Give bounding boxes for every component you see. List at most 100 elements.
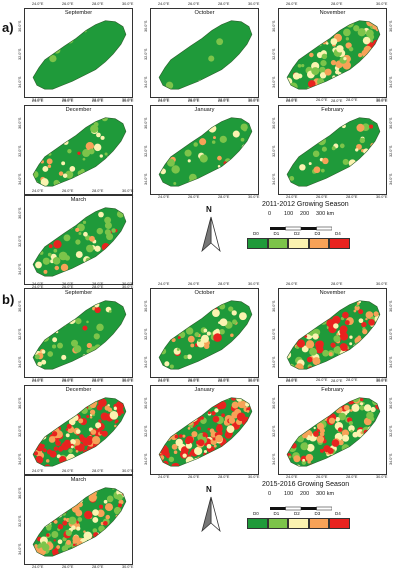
region-outline — [158, 300, 253, 370]
drought-cell — [292, 25, 298, 31]
drought-cell — [108, 310, 112, 313]
drought-cell — [160, 415, 168, 423]
map-panel-october: October — [150, 8, 259, 98]
drought-cell — [332, 179, 338, 186]
lon-tick-label: 28.0°E — [346, 475, 358, 479]
drought-cell — [374, 343, 380, 353]
drought-cell — [120, 540, 124, 545]
drought-cell — [242, 428, 246, 432]
drought-cell — [96, 323, 104, 332]
drought-cell — [324, 68, 332, 76]
drought-cell — [164, 411, 172, 419]
section-label: a) — [2, 20, 14, 35]
drought-cell — [216, 368, 221, 370]
lon-tick-label: 24.0°E — [32, 282, 44, 286]
drought-cell — [312, 333, 319, 340]
drought-cell — [328, 352, 333, 356]
drought-cell — [287, 397, 295, 405]
drought-cell — [207, 427, 211, 431]
drought-cell — [76, 443, 85, 452]
lon-tick-label: 24.0°E — [32, 469, 44, 473]
drought-cell — [240, 123, 248, 131]
drought-cell — [320, 462, 324, 466]
legend-swatch — [247, 518, 268, 529]
drought-cell — [341, 444, 350, 452]
drought-cell — [117, 425, 123, 431]
drought-cell — [81, 401, 87, 407]
lon-tick-label: 26.0°E — [188, 98, 200, 102]
drought-cell — [197, 439, 205, 447]
drought-cell — [222, 439, 226, 443]
legend-swatch — [329, 238, 350, 249]
drought-cell — [367, 452, 372, 458]
drought-cell — [48, 524, 52, 528]
drought-cell — [365, 75, 373, 83]
drought-cell — [64, 366, 69, 370]
lon-tick-label: 26.0°E — [188, 378, 200, 382]
drought-cell — [288, 455, 292, 459]
drought-cell — [291, 336, 296, 341]
map-month-title: December — [65, 387, 92, 393]
drought-cell — [355, 445, 360, 449]
drought-cell — [41, 210, 49, 218]
map-panel-february: February — [278, 385, 387, 475]
drought-cell — [221, 461, 227, 466]
drought-cell — [114, 424, 117, 428]
lon-tick-label: 28.0°E — [92, 282, 104, 286]
lat-tick-label: 34.0°S — [389, 356, 393, 368]
drought-cell — [42, 543, 50, 552]
drought-cell — [371, 157, 379, 165]
drought-cell — [364, 80, 368, 84]
region-outline — [158, 20, 253, 90]
legend-swatch — [267, 238, 288, 249]
drought-cell — [246, 353, 252, 361]
drought-cell — [84, 510, 93, 520]
drought-cell — [303, 414, 310, 422]
drought-cell — [328, 417, 336, 424]
lon-tick-label: 30.0°E — [122, 189, 134, 193]
drought-cell — [356, 143, 362, 150]
drought-cell — [320, 168, 325, 173]
drought-cell — [110, 432, 118, 439]
drought-cell — [107, 343, 114, 351]
drought-cell — [88, 207, 96, 213]
drought-cell — [77, 458, 84, 466]
drought-cell — [62, 405, 71, 414]
drought-cell — [97, 272, 100, 275]
map-panel-september: September — [24, 8, 133, 98]
drought-cell — [57, 446, 64, 452]
drought-cell — [365, 317, 368, 321]
drought-cell — [295, 402, 301, 408]
map-panel-november: November — [278, 8, 387, 98]
map-month-title: January — [194, 387, 215, 393]
drought-cell — [353, 25, 360, 32]
drought-cell — [361, 321, 367, 328]
drought-cell — [203, 328, 208, 333]
drought-cell — [374, 63, 380, 69]
drought-cell — [208, 55, 215, 62]
drought-cell — [77, 517, 83, 522]
drought-cell — [94, 245, 101, 252]
drought-cell — [170, 300, 175, 304]
drought-cell — [159, 400, 166, 407]
drought-cell — [159, 121, 165, 128]
drought-cell — [220, 360, 226, 366]
drought-cell — [348, 421, 353, 426]
drought-cell — [212, 437, 216, 441]
drought-cell — [47, 494, 51, 498]
drought-cell — [293, 455, 301, 463]
lon-tick-label: 26.0°E — [188, 195, 200, 199]
drought-cell — [206, 331, 211, 336]
drought-cell — [159, 461, 162, 466]
drought-cell — [341, 415, 346, 420]
drought-cell — [113, 406, 118, 411]
drought-cell — [302, 404, 310, 412]
drought-cell — [35, 508, 38, 511]
lon-tick-label: 24.0°E — [286, 195, 298, 199]
drought-cell — [287, 322, 292, 331]
drought-cell — [295, 464, 301, 467]
drought-cell — [356, 85, 365, 90]
drought-cell — [374, 457, 380, 464]
drought-map — [158, 117, 253, 187]
drought-cell — [34, 544, 38, 548]
